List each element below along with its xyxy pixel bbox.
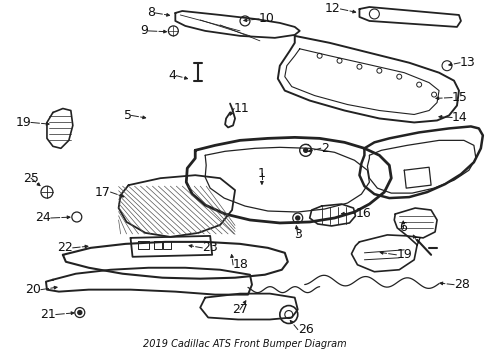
Circle shape	[78, 311, 81, 315]
Text: 17: 17	[95, 186, 110, 199]
Text: 23: 23	[202, 241, 218, 255]
Text: 19: 19	[15, 116, 31, 129]
Text: 12: 12	[324, 3, 340, 15]
Text: 7: 7	[413, 237, 421, 249]
Text: 2019 Cadillac ATS Front Bumper Diagram: 2019 Cadillac ATS Front Bumper Diagram	[142, 339, 346, 349]
Text: 25: 25	[23, 172, 39, 185]
Text: 3: 3	[293, 228, 301, 242]
Text: 22: 22	[57, 241, 73, 255]
Text: 20: 20	[25, 283, 41, 296]
Text: 26: 26	[297, 323, 313, 336]
Circle shape	[381, 11, 386, 17]
Text: 2: 2	[320, 142, 328, 155]
Text: 1: 1	[258, 167, 265, 180]
Text: 6: 6	[399, 221, 407, 234]
Text: 15: 15	[451, 91, 467, 104]
Text: 19: 19	[395, 248, 411, 261]
Text: 9: 9	[141, 24, 148, 37]
Circle shape	[303, 148, 307, 152]
Text: 4: 4	[168, 69, 176, 82]
Text: 5: 5	[123, 109, 131, 122]
Text: 8: 8	[147, 6, 155, 19]
Text: 28: 28	[453, 278, 469, 291]
Text: 27: 27	[232, 303, 247, 316]
Text: 10: 10	[259, 13, 274, 26]
Text: 18: 18	[233, 258, 248, 271]
Text: 14: 14	[451, 111, 467, 124]
Text: 24: 24	[35, 211, 51, 225]
Text: 21: 21	[40, 308, 56, 321]
Text: 13: 13	[459, 56, 475, 69]
Text: 16: 16	[355, 207, 370, 220]
Circle shape	[295, 216, 299, 220]
Text: 11: 11	[234, 102, 249, 115]
